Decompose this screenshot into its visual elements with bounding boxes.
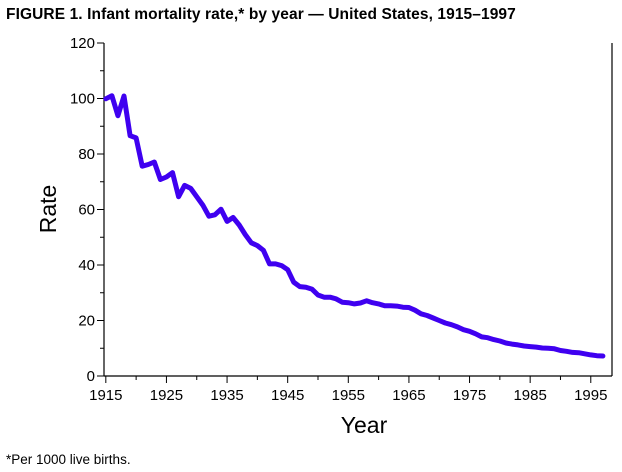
- y-axis-label: Rate: [35, 185, 61, 234]
- chart-axes: [103, 43, 613, 377]
- y-tick-label: 40: [78, 257, 95, 274]
- x-tick-label: 1925: [150, 387, 183, 404]
- x-tick-label: 1985: [513, 387, 546, 404]
- y-tick-label: 20: [78, 313, 95, 330]
- y-tick-label: 0: [87, 368, 95, 385]
- footnote: *Per 1000 live births.: [6, 452, 131, 467]
- x-tick-label: 1995: [574, 387, 607, 404]
- y-tick-label: 100: [70, 91, 95, 108]
- x-axis-label: Year: [341, 412, 388, 438]
- y-tick-label: 60: [78, 202, 95, 219]
- x-tick-label: 1945: [271, 387, 304, 404]
- figure-title: FIGURE 1. Infant mortality rate,* by yea…: [6, 6, 516, 23]
- x-tick-label: 1975: [453, 387, 486, 404]
- series-line: [103, 93, 606, 359]
- x-tick-label: 1955: [332, 387, 365, 404]
- y-tick-label: 80: [78, 146, 95, 163]
- y-axis-ticks: 0 20 40 60 80 100 120: [70, 35, 104, 385]
- x-tick-label: 1915: [89, 387, 122, 404]
- x-tick-label: 1965: [392, 387, 425, 404]
- y-tick-label: 120: [70, 35, 95, 52]
- x-axis-ticks: 1915 1925 1935 1945 1955 1965 1975 1985 1995: [89, 376, 607, 404]
- x-tick-label: 1935: [210, 387, 243, 404]
